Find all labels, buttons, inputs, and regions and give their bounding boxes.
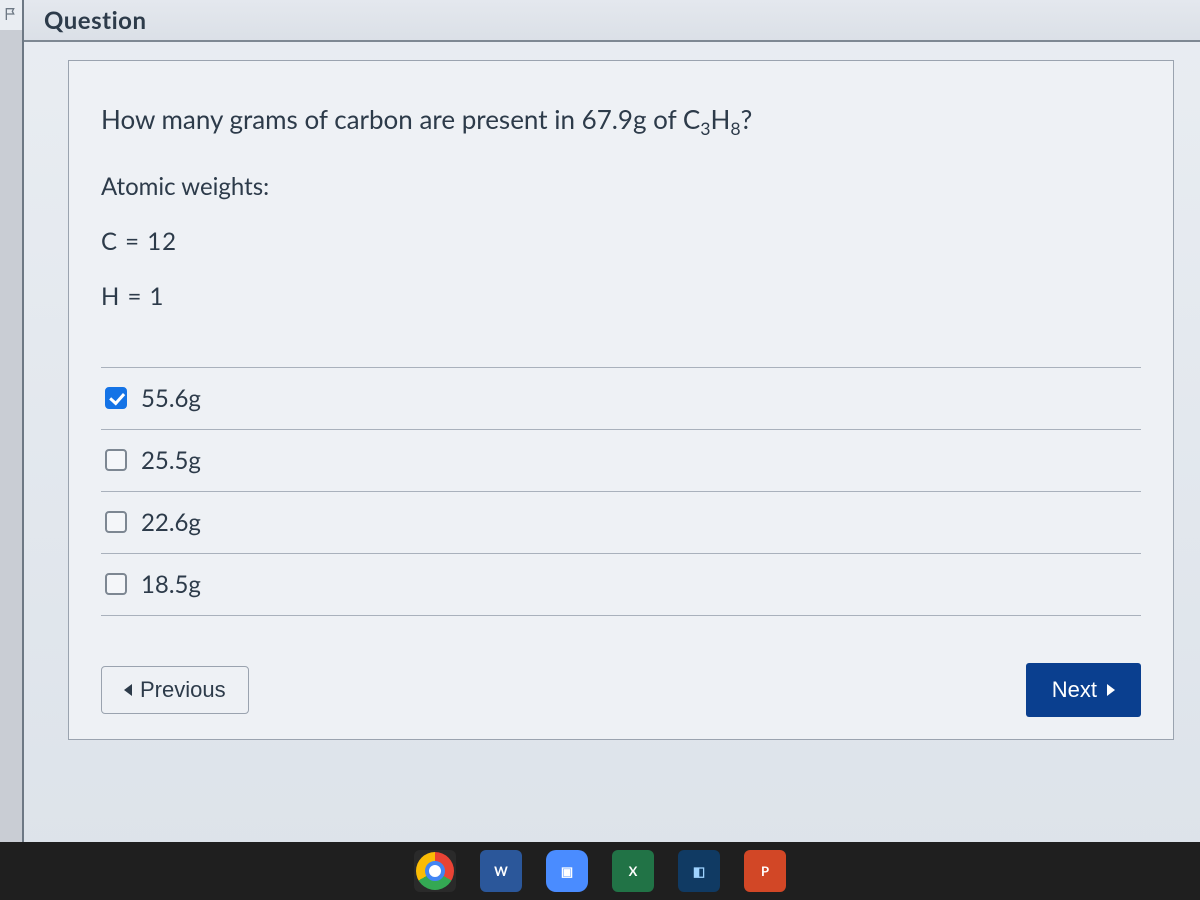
powerpoint-icon[interactable]: P — [744, 850, 786, 892]
previous-button[interactable]: Previous — [101, 666, 249, 714]
chrome-icon[interactable] — [414, 850, 456, 892]
word-glyph: W — [494, 863, 508, 879]
question-header-title: Question — [44, 6, 147, 35]
answer-label: 22.6g — [141, 508, 201, 537]
answer-label: 55.6g — [141, 384, 201, 413]
answer-label: 25.5g — [141, 446, 201, 475]
chevron-right-icon — [1107, 684, 1115, 696]
answer-option[interactable]: 18.5g — [101, 553, 1141, 616]
prompt-text-pre: How many grams of carbon are present in … — [101, 103, 700, 135]
answer-label: 18.5g — [141, 570, 201, 599]
excel-icon[interactable]: X — [612, 850, 654, 892]
checkbox-icon[interactable] — [105, 573, 127, 595]
zoom-glyph: ▣ — [561, 863, 573, 880]
prompt-text-post: ? — [741, 103, 753, 135]
formula-mid: H — [711, 103, 731, 135]
zoom-icon[interactable]: ▣ — [546, 850, 588, 892]
question-flag-tab[interactable] — [0, 0, 24, 30]
ppt-glyph: P — [761, 863, 769, 879]
app-icon[interactable]: ◧ — [678, 850, 720, 892]
checkbox-icon[interactable] — [105, 387, 127, 409]
quiz-screen: Question How many grams of carbon are pr… — [22, 0, 1200, 860]
next-button[interactable]: Next — [1026, 663, 1141, 717]
atomic-weights-label: Atomic weights: — [101, 172, 1141, 201]
checkbox-icon[interactable] — [105, 449, 127, 471]
taskbar: W ▣ X ◧ P — [0, 842, 1200, 900]
nav-row: Previous Next — [101, 663, 1141, 717]
answer-option[interactable]: 22.6g — [101, 491, 1141, 553]
app-glyph: ◧ — [693, 863, 705, 880]
question-header: Question — [24, 0, 1200, 42]
next-button-label: Next — [1052, 677, 1097, 703]
question-panel: How many grams of carbon are present in … — [68, 60, 1174, 740]
question-prompt: How many grams of carbon are present in … — [101, 101, 1141, 142]
chevron-left-icon — [124, 684, 132, 696]
formula-sub-2: 8 — [730, 118, 740, 139]
answers-list: 55.6g 25.5g 22.6g 18.5g — [101, 367, 1141, 616]
checkbox-icon[interactable] — [105, 511, 127, 533]
atomic-weight-c: C = 12 — [101, 227, 1141, 256]
answer-option[interactable]: 25.5g — [101, 429, 1141, 491]
atomic-weight-h: H = 1 — [101, 282, 1141, 311]
word-icon[interactable]: W — [480, 850, 522, 892]
excel-glyph: X — [629, 863, 638, 879]
previous-button-label: Previous — [140, 677, 226, 703]
formula-sub-1: 3 — [700, 118, 710, 139]
answer-option[interactable]: 55.6g — [101, 367, 1141, 429]
